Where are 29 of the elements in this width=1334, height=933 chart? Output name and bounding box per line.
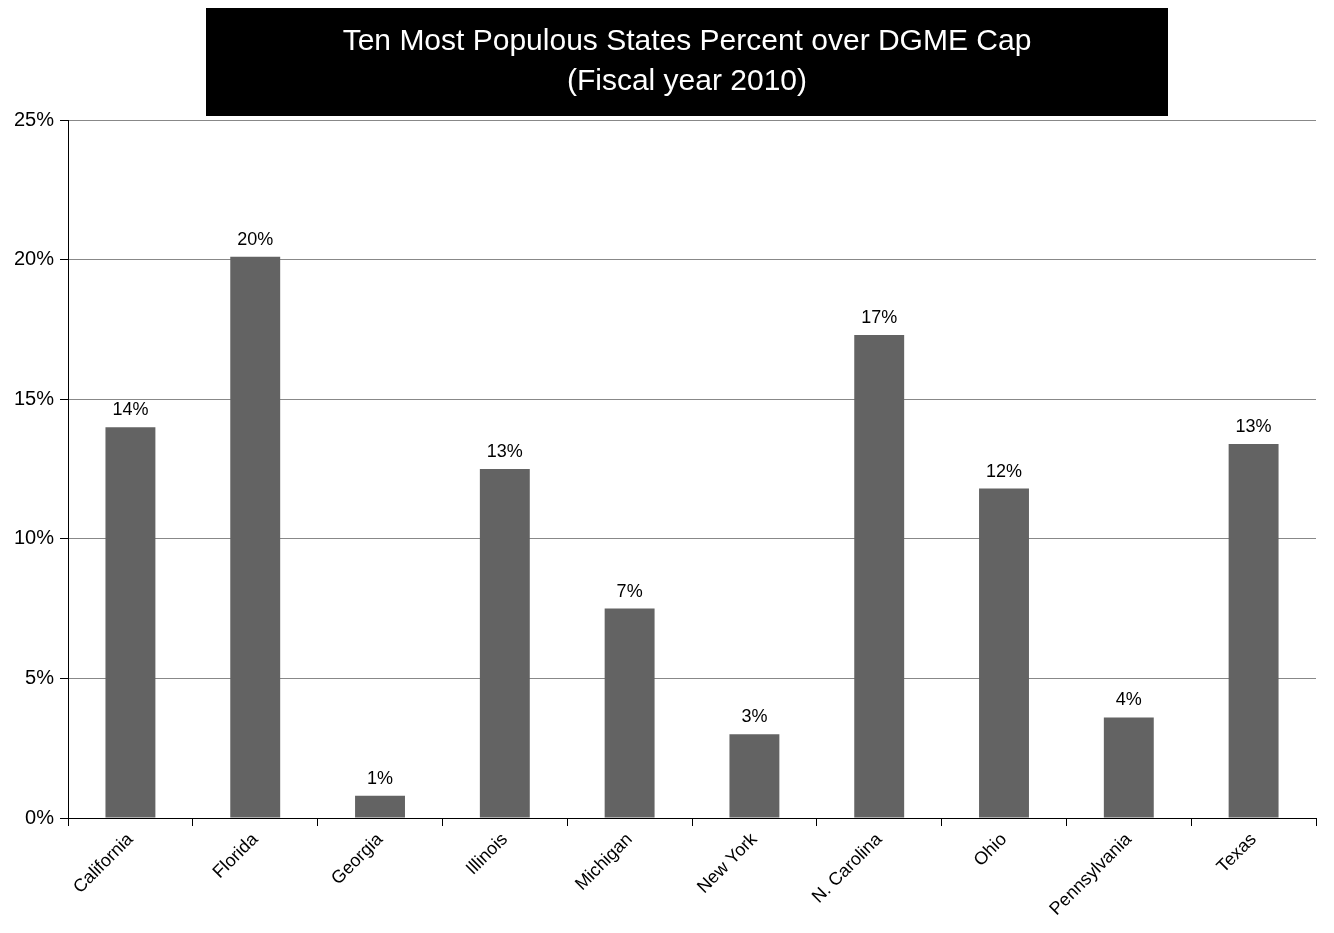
bar — [105, 427, 156, 818]
chart-title: Ten Most Populous States Percent over DGME Cap — [341, 22, 1033, 58]
y-tick-label: 25% — [14, 107, 55, 130]
data-label: 13% — [486, 440, 523, 461]
data-label: 14% — [112, 399, 149, 420]
bar — [854, 334, 905, 818]
bar — [604, 608, 655, 818]
bar — [355, 795, 405, 818]
bar — [479, 469, 530, 818]
data-label: 20% — [237, 228, 274, 249]
y-tick-label: 20% — [14, 247, 55, 270]
bar — [1228, 443, 1279, 818]
data-label: 12% — [985, 460, 1023, 481]
y-tick-label: 5% — [25, 665, 55, 688]
data-label: 7% — [616, 580, 643, 601]
y-tick-label: 10% — [14, 526, 55, 549]
bar — [230, 256, 281, 818]
chart-subtitle: (Fiscal year 2010) — [565, 62, 809, 98]
data-label: 17% — [861, 306, 898, 327]
data-label: 1% — [367, 767, 394, 788]
y-tick-label: 15% — [14, 386, 55, 409]
bar — [729, 734, 780, 818]
data-label: 3% — [741, 706, 768, 727]
bar — [1103, 717, 1154, 818]
y-tick-label: 0% — [25, 805, 55, 828]
data-label: 13% — [1235, 415, 1272, 436]
data-label: 4% — [1115, 689, 1142, 710]
bar — [979, 488, 1029, 818]
x-tick-label: Ohio — [969, 828, 1011, 870]
